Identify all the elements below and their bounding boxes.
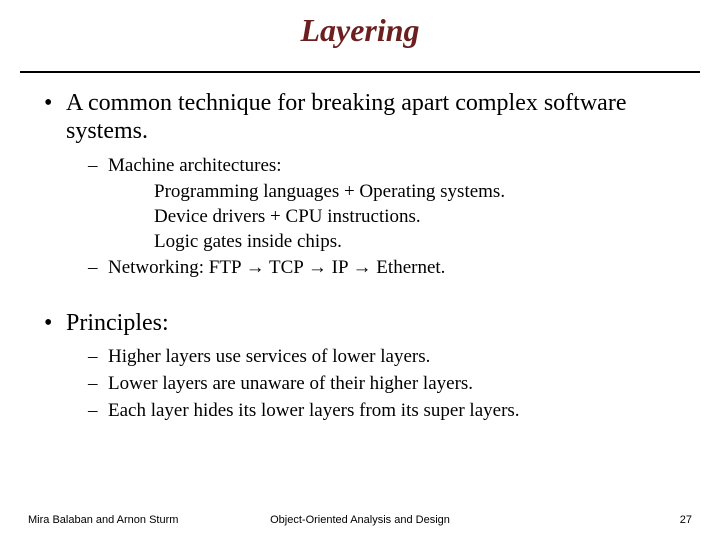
bullet-l2-item: Networking: FTP → TCP → IP → Ethernet. xyxy=(86,256,680,281)
bullet-list-level1: Principles: Higher layers use services o… xyxy=(40,309,680,423)
footer-left: Mira Balaban and Arnon Sturm xyxy=(28,514,178,526)
bullet-l3-text: Logic gates inside chips. xyxy=(154,230,680,255)
slide-title: Layering xyxy=(40,12,680,55)
title-underline xyxy=(20,71,700,73)
bullet-l2-text: Networking: FTP → TCP → IP → Ethernet. xyxy=(108,257,445,278)
bullet-l1-text: Principles: xyxy=(66,310,169,336)
bullet-list-level2: Higher layers use services of lower laye… xyxy=(66,345,680,423)
footer-page-number: 27 xyxy=(680,514,692,526)
bullet-l2-item: Lower layers are unaware of their higher… xyxy=(86,372,680,397)
slide: Layering A common technique for breaking… xyxy=(0,0,720,540)
bullet-l3-text: Device drivers + CPU instructions. xyxy=(154,205,680,230)
footer-center: Object-Oriented Analysis and Design xyxy=(270,514,450,526)
bullet-l2-item: Machine architectures: Programming langu… xyxy=(86,154,680,255)
bullet-l1-item: Principles: Higher layers use services o… xyxy=(40,309,680,423)
bullet-l2-text: Higher layers use services of lower laye… xyxy=(108,346,430,367)
bullet-l1-text: A common technique for breaking apart co… xyxy=(66,90,626,144)
bullet-l2-text: Each layer hides its lower layers from i… xyxy=(108,400,520,421)
bullet-l2-item: Higher layers use services of lower laye… xyxy=(86,345,680,370)
bullet-l2-text: Lower layers are unaware of their higher… xyxy=(108,373,473,394)
bullet-l2-item: Each layer hides its lower layers from i… xyxy=(86,399,680,424)
bullet-l3-text: Programming languages + Operating system… xyxy=(154,180,680,205)
spacer xyxy=(40,291,680,309)
bullet-list-level2: Machine architectures: Programming langu… xyxy=(66,154,680,281)
bullet-l1-item: A common technique for breaking apart co… xyxy=(40,89,680,281)
bullet-list-level1: A common technique for breaking apart co… xyxy=(40,89,680,281)
bullet-list-level3: Programming languages + Operating system… xyxy=(108,180,680,254)
slide-footer: Mira Balaban and Arnon Sturm Object-Orie… xyxy=(0,514,720,526)
bullet-l2-text: Machine architectures: xyxy=(108,155,282,176)
